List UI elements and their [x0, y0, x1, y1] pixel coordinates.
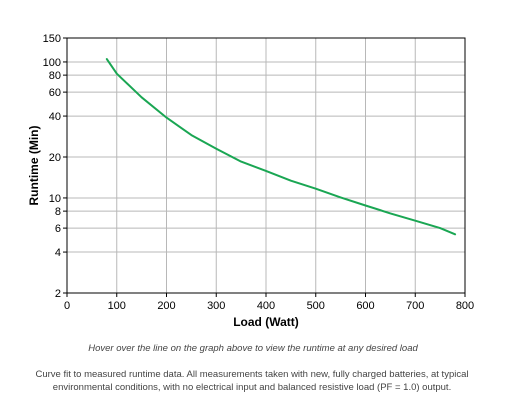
x-axis-title: Load (Watt): [233, 315, 299, 329]
plot-frame: [66, 37, 466, 294]
y-tick-label: 20: [49, 152, 61, 164]
grid-lines: [66, 37, 466, 294]
y-tick-label: 40: [49, 111, 61, 123]
y-tick-label: 4: [55, 247, 61, 259]
x-tick-label: 300: [207, 300, 225, 312]
x-tick-labels: 0 100 200 300 400 500 600 700 800: [64, 300, 474, 312]
x-tick-label: 700: [406, 300, 424, 312]
axes: [63, 37, 466, 297]
x-tick-label: 0: [64, 300, 70, 312]
y-tick-label: 80: [49, 70, 61, 82]
chart-caption: Curve fit to measured runtime data. All …: [35, 369, 469, 393]
runtime-curve[interactable]: [105, 58, 457, 236]
y-tick-label: 2: [55, 288, 61, 300]
y-tick-label: 8: [55, 206, 61, 218]
x-tick-label: 400: [257, 300, 275, 312]
y-tick-label: 150: [43, 33, 61, 45]
hover-hint: Hover over the line on the graph above t…: [88, 343, 418, 354]
x-tick-label: 800: [456, 300, 474, 312]
y-tick-label: 100: [43, 57, 61, 69]
y-tick-label: 60: [49, 87, 61, 99]
y-tick-label: 10: [49, 193, 61, 205]
x-tick-label: 600: [356, 300, 374, 312]
x-tick-label: 500: [307, 300, 325, 312]
y-tick-label: 6: [55, 223, 61, 235]
series-layer[interactable]: [105, 58, 457, 236]
x-tick-label: 100: [108, 300, 126, 312]
runtime-chart[interactable]: 0 100 200 300 400 500 600 700 800 2 4 6 810 20 40 60 80…: [0, 0, 506, 340]
y-axis-title: Runtime (Min): [27, 126, 41, 206]
x-tick-label: 200: [157, 300, 175, 312]
